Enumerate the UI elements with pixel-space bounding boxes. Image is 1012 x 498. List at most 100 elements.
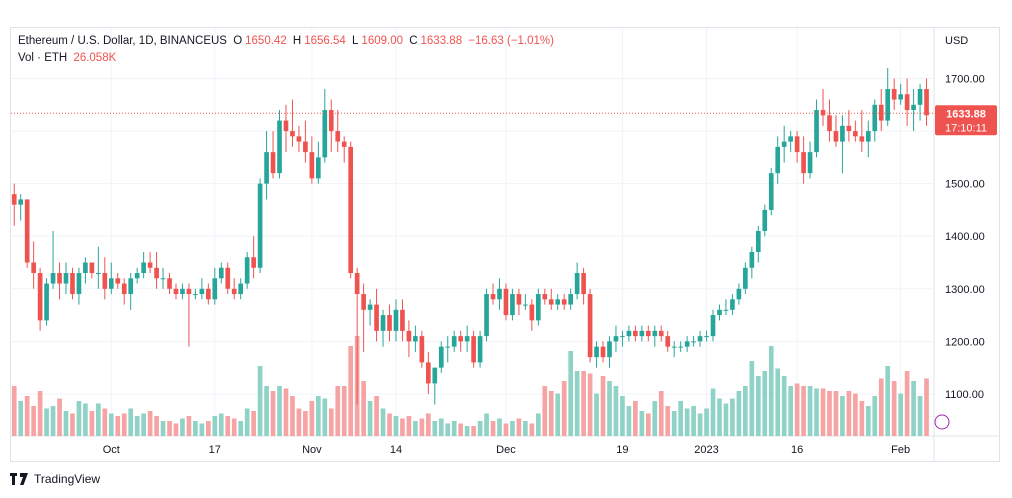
candle-body[interactable] <box>814 110 819 153</box>
candle-body[interactable] <box>419 336 425 363</box>
candle-body[interactable] <box>471 336 476 363</box>
candle-body[interactable] <box>743 267 748 289</box>
candle-body[interactable] <box>736 288 742 300</box>
candle-body[interactable] <box>199 288 205 295</box>
candle-body[interactable] <box>781 141 787 147</box>
candle-body[interactable] <box>348 146 354 274</box>
candle-body[interactable] <box>503 288 509 316</box>
candle-body[interactable] <box>445 346 451 348</box>
candle-body[interactable] <box>134 273 140 279</box>
candle-body[interactable] <box>341 141 347 147</box>
candle-body[interactable] <box>717 309 722 316</box>
candle-body[interactable] <box>911 104 916 111</box>
candle-body[interactable] <box>645 330 651 337</box>
candle-body[interactable] <box>801 152 806 174</box>
candle-body[interactable] <box>607 341 612 358</box>
candle-body[interactable] <box>251 257 256 268</box>
candle-body[interactable] <box>594 346 599 358</box>
candle-body[interactable] <box>264 152 269 184</box>
candle-body[interactable] <box>555 299 561 305</box>
candle-body[interactable] <box>794 136 800 153</box>
candle-body[interactable] <box>102 273 108 289</box>
candle-body[interactable] <box>212 278 218 300</box>
candle-body[interactable] <box>70 273 75 295</box>
candle-body[interactable] <box>581 273 586 295</box>
candle-body[interactable] <box>924 89 929 116</box>
candle-body[interactable] <box>477 336 483 363</box>
candle-body[interactable] <box>316 157 321 179</box>
candle-body[interactable] <box>231 288 237 295</box>
candle-body[interactable] <box>290 131 295 137</box>
candle-body[interactable] <box>328 110 334 132</box>
candle-body[interactable] <box>270 152 276 174</box>
candle-body[interactable] <box>613 336 619 342</box>
candle-body[interactable] <box>846 125 852 132</box>
candle-body[interactable] <box>678 346 683 348</box>
candle-body[interactable] <box>626 330 632 337</box>
candle-body[interactable] <box>510 294 515 316</box>
candle-body[interactable] <box>658 330 664 337</box>
candle-body[interactable] <box>788 136 793 142</box>
candle-body[interactable] <box>840 125 845 142</box>
price-chart[interactable]: 1100.001200.001300.001400.001500.001600.… <box>11 28 999 461</box>
candle-body[interactable] <box>633 330 638 337</box>
candle-body[interactable] <box>303 141 308 153</box>
candle-body[interactable] <box>652 330 658 337</box>
candle-body[interactable] <box>574 273 580 295</box>
candle-body[interactable] <box>820 110 826 116</box>
candle-body[interactable] <box>115 278 121 284</box>
candle-body[interactable] <box>160 278 166 280</box>
candle-body[interactable] <box>697 336 703 342</box>
candle-body[interactable] <box>497 288 502 300</box>
candle-body[interactable] <box>568 294 573 305</box>
candle-body[interactable] <box>173 288 179 295</box>
candle-body[interactable] <box>872 104 878 132</box>
candle-body[interactable] <box>206 288 211 300</box>
candle-body[interactable] <box>283 120 289 132</box>
candle-body[interactable] <box>76 273 82 295</box>
candle-body[interactable] <box>257 183 263 268</box>
candle-body[interactable] <box>121 283 127 295</box>
candle-body[interactable] <box>438 346 444 368</box>
candle-body[interactable] <box>108 278 114 289</box>
candle-body[interactable] <box>859 136 865 142</box>
candle-body[interactable] <box>917 89 923 105</box>
candle-body[interactable] <box>400 309 405 331</box>
candle-body[interactable] <box>57 273 62 284</box>
candle-body[interactable] <box>490 294 496 300</box>
candle-body[interactable] <box>387 315 392 331</box>
candle-body[interactable] <box>11 194 17 205</box>
candle-body[interactable] <box>296 136 302 142</box>
candle-body[interactable] <box>891 89 897 100</box>
candle-body[interactable] <box>704 336 709 338</box>
candle-body[interactable] <box>535 294 541 321</box>
candle-body[interactable] <box>374 304 379 331</box>
candle-body[interactable] <box>730 299 735 310</box>
candle-body[interactable] <box>218 267 224 279</box>
candle-body[interactable] <box>413 336 418 342</box>
candle-body[interactable] <box>128 278 134 295</box>
candle-body[interactable] <box>865 131 871 142</box>
candle-body[interactable] <box>755 230 761 252</box>
candle-body[interactable] <box>671 346 677 348</box>
candle-body[interactable] <box>691 341 696 343</box>
candle-body[interactable] <box>775 146 781 174</box>
candle-body[interactable] <box>749 252 755 268</box>
candle-body[interactable] <box>50 273 56 284</box>
candle-body[interactable] <box>723 309 729 311</box>
candle-body[interactable] <box>225 267 231 289</box>
candle-body[interactable] <box>154 267 159 279</box>
candle-body[interactable] <box>18 199 24 205</box>
candle-body[interactable] <box>186 288 192 295</box>
candle-body[interactable] <box>31 262 36 274</box>
candle-body[interactable] <box>464 336 470 342</box>
candle-body[interactable] <box>665 336 671 347</box>
candle-body[interactable] <box>63 273 69 284</box>
candle-body[interactable] <box>37 273 43 321</box>
tradingview-branding[interactable]: TradingView <box>10 472 100 486</box>
candle-body[interactable] <box>561 299 567 305</box>
candle-body[interactable] <box>335 131 341 142</box>
candle-body[interactable] <box>432 367 438 384</box>
candle-body[interactable] <box>684 341 690 347</box>
candle-body[interactable] <box>516 294 522 305</box>
